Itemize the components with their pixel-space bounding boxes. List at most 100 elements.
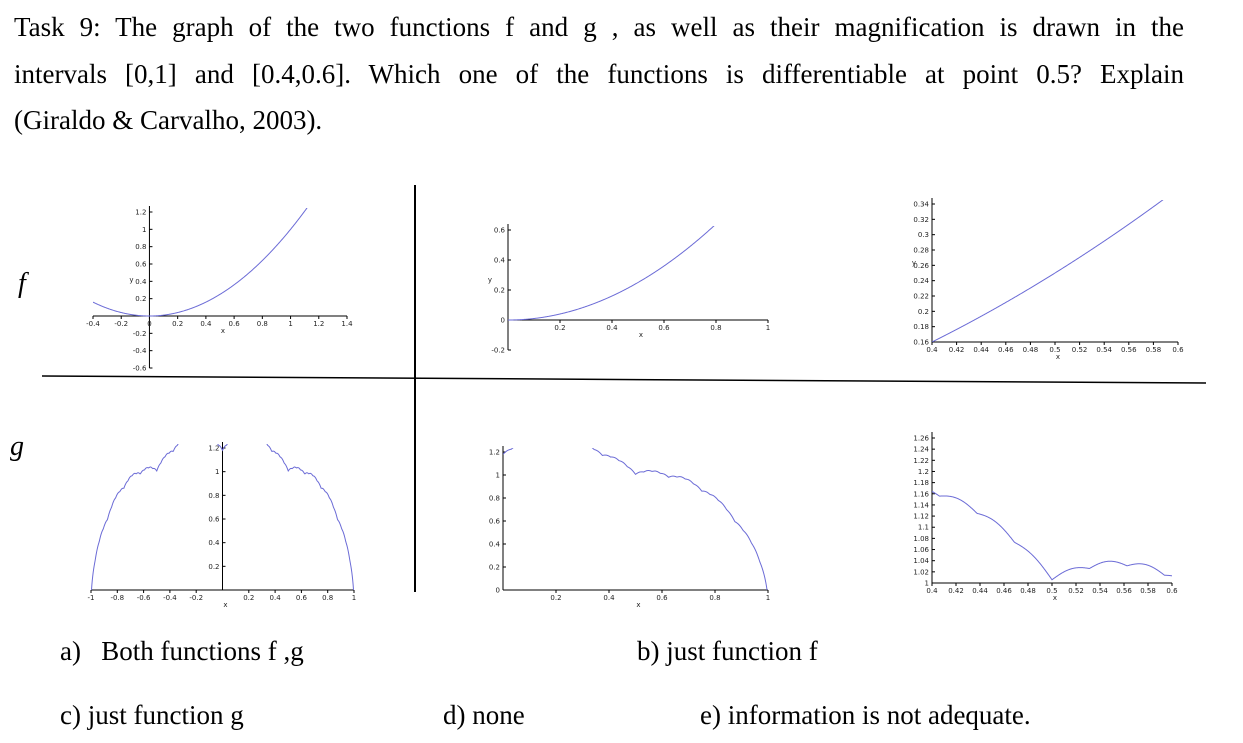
x-tick-label: -0.8	[110, 594, 124, 602]
option-text: just function f	[666, 636, 818, 666]
y-tick-label: 0.22	[913, 293, 929, 301]
x-tick-label: 0.46	[998, 346, 1014, 354]
x-tick-label: 1	[766, 324, 770, 332]
y-tick-label: 1.12	[913, 513, 929, 521]
function-curve	[508, 226, 715, 321]
function-curve	[932, 200, 1164, 342]
option-text: none	[472, 700, 525, 730]
y-tick-label: 0.2	[918, 308, 929, 316]
y-tick-label: 0.8	[489, 495, 500, 503]
option: e) information is not adequate.	[700, 700, 1031, 731]
y-tick-label: 0.3	[918, 231, 929, 239]
y-tick-label: 1.1	[918, 524, 929, 532]
y-axis-label: y	[488, 276, 492, 284]
y-tick-label: 0.18	[913, 323, 929, 331]
x-axis-label: x	[1053, 594, 1057, 602]
x-axis-label: x	[636, 601, 640, 609]
x-tick-label: -0.2	[114, 320, 128, 328]
x-tick-label: 0.5	[1049, 346, 1060, 354]
x-tick-label: 1.2	[313, 320, 324, 328]
y-tick-label: 1.02	[913, 568, 929, 576]
function-curve	[93, 208, 308, 317]
option-label: b)	[637, 636, 660, 666]
row-label: g	[10, 431, 24, 462]
y-tick-label: 0.6	[489, 518, 501, 526]
x-tick-label: 0.4	[606, 324, 618, 332]
x-tick-label: 0.52	[1068, 587, 1084, 595]
y-tick-label: 1.18	[913, 479, 929, 487]
x-tick-label: 0.6	[1166, 587, 1178, 595]
y-tick-label: 0.34	[913, 201, 929, 209]
option-label: a)	[60, 636, 81, 666]
divider	[41, 375, 1207, 384]
option: d) none	[443, 700, 525, 731]
x-tick-label: 0.4	[603, 594, 615, 602]
row-label: f	[18, 268, 29, 299]
y-tick-label: 0.32	[913, 216, 929, 224]
x-tick-label: 0	[147, 320, 151, 328]
option-text: information is not adequate.	[727, 700, 1031, 730]
x-axis-label: x	[1056, 353, 1060, 361]
y-axis-label: y	[912, 259, 916, 267]
y-tick-label: 0	[496, 587, 500, 595]
y-tick-label: -0.6	[133, 365, 147, 373]
y-tick-label: 1.24	[913, 446, 929, 454]
y-tick-label: 0.16	[913, 339, 929, 347]
x-tick-label: 0.5	[1046, 587, 1057, 595]
question-line: Task 9: The graph of the two functions f…	[14, 12, 1184, 42]
x-tick-label: 0.6	[229, 320, 241, 328]
x-tick-label: 0.56	[1121, 346, 1137, 354]
x-tick-label: 0.6	[296, 594, 308, 602]
x-tick-label: 0.6	[656, 594, 668, 602]
y-tick-label: 1	[142, 226, 146, 234]
x-tick-label: 0.4	[926, 587, 938, 595]
y-tick-label: 1.2	[489, 449, 500, 457]
y-tick-label: 0.24	[913, 277, 929, 285]
y-tick-label: 1.16	[913, 490, 929, 498]
y-tick-label: 0.26	[913, 262, 929, 270]
x-tick-label: 0.8	[709, 594, 720, 602]
option-text: just function g	[87, 700, 244, 730]
y-tick-label: 0.2	[489, 564, 500, 572]
function-curve	[932, 490, 1172, 581]
y-tick-label: 1.22	[913, 457, 929, 465]
y-tick-label: 0.8	[208, 492, 219, 500]
question-line: intervals [0,1] and [0.4,0.6]. Which one…	[14, 59, 1184, 89]
y-tick-label: 0.2	[208, 563, 219, 571]
x-tick-label: 0.44	[972, 587, 988, 595]
y-tick-label: 0.28	[913, 247, 929, 255]
x-tick-label: 0.2	[243, 594, 254, 602]
y-tick-label: -0.4	[133, 347, 147, 355]
option: c) just function g	[60, 700, 244, 731]
y-tick-label: 1	[215, 468, 219, 476]
y-tick-label: 0.6	[135, 261, 147, 269]
x-tick-label: 0.4	[270, 594, 282, 602]
y-tick-label: 1.2	[135, 209, 146, 217]
x-tick-label: 0.42	[948, 587, 964, 595]
x-tick-label: 1	[766, 594, 770, 602]
x-tick-label: 0.4	[926, 346, 938, 354]
x-tick-label: -0.4	[86, 320, 100, 328]
y-tick-label: 1.26	[913, 435, 929, 443]
option-label: e)	[700, 700, 721, 730]
x-tick-label: -1	[88, 594, 95, 602]
y-tick-label: 0.4	[489, 541, 501, 549]
y-tick-label: 0.8	[135, 243, 146, 251]
x-tick-label: 0.54	[1096, 346, 1112, 354]
x-tick-label: 0.8	[322, 594, 333, 602]
y-tick-label: 1.14	[913, 501, 929, 509]
y-tick-label: 0.2	[135, 295, 146, 303]
x-tick-label: -0.2	[189, 594, 203, 602]
y-axis-label: y	[129, 276, 133, 284]
x-tick-label: 0.52	[1072, 346, 1088, 354]
y-tick-label: 1.08	[913, 535, 929, 543]
y-tick-label: 1.2	[918, 468, 929, 476]
x-tick-label: 0.48	[1020, 587, 1036, 595]
x-tick-label: 1.4	[341, 320, 353, 328]
option-label: c)	[60, 700, 81, 730]
x-tick-label: 0.58	[1140, 587, 1156, 595]
x-tick-label: -0.6	[137, 594, 151, 602]
x-tick-label: 1	[288, 320, 292, 328]
